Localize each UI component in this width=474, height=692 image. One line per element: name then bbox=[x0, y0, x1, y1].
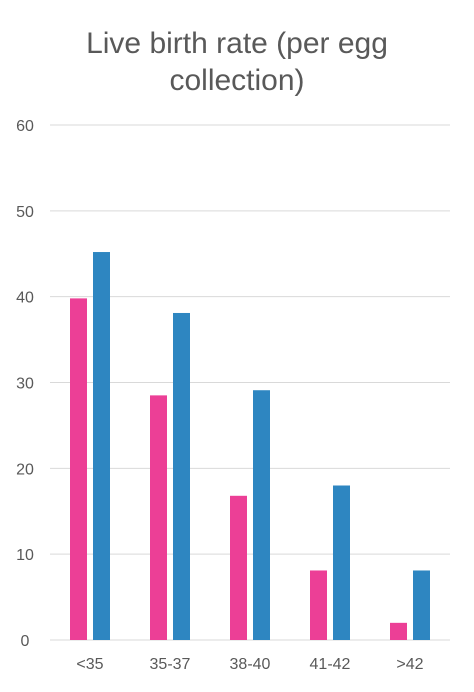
x-tick-label: 41-42 bbox=[310, 656, 351, 673]
chart-title-line-1: Live birth rate (per egg bbox=[86, 27, 388, 60]
bar-series2-cat2 bbox=[173, 312, 190, 640]
bar-series2-cat4 bbox=[333, 485, 350, 640]
chart-title-line-2: collection) bbox=[169, 64, 304, 97]
bar-series2-cat1 bbox=[93, 252, 110, 641]
x-tick-label: 35-37 bbox=[150, 656, 191, 673]
bar-series1-cat5 bbox=[390, 622, 407, 640]
bar-series2-cat5 bbox=[413, 570, 430, 640]
bar-series2-cat3 bbox=[253, 390, 270, 640]
bars bbox=[70, 252, 430, 641]
bar-series1-cat4 bbox=[310, 570, 327, 640]
y-tick-label: 30 bbox=[16, 376, 34, 393]
y-tick-label: 40 bbox=[16, 290, 34, 307]
x-axis-tick-labels: <35 35-37 38-40 41-42 >42 bbox=[76, 656, 423, 673]
y-tick-label: 20 bbox=[16, 461, 34, 478]
y-tick-label: 10 bbox=[16, 547, 34, 564]
y-tick-label: 50 bbox=[16, 204, 34, 221]
y-tick-label: 60 bbox=[16, 118, 34, 135]
y-tick-label: 0 bbox=[21, 633, 30, 650]
bar-series1-cat2 bbox=[150, 395, 167, 640]
x-tick-label: <35 bbox=[76, 656, 103, 673]
x-tick-label: >42 bbox=[396, 656, 423, 673]
y-axis-tick-labels: 0 10 20 30 40 50 60 bbox=[16, 118, 34, 650]
bar-series1-cat1 bbox=[70, 298, 87, 640]
bar-series1-cat3 bbox=[230, 495, 247, 640]
gridlines bbox=[50, 124, 450, 641]
x-tick-label: 38-40 bbox=[230, 656, 271, 673]
